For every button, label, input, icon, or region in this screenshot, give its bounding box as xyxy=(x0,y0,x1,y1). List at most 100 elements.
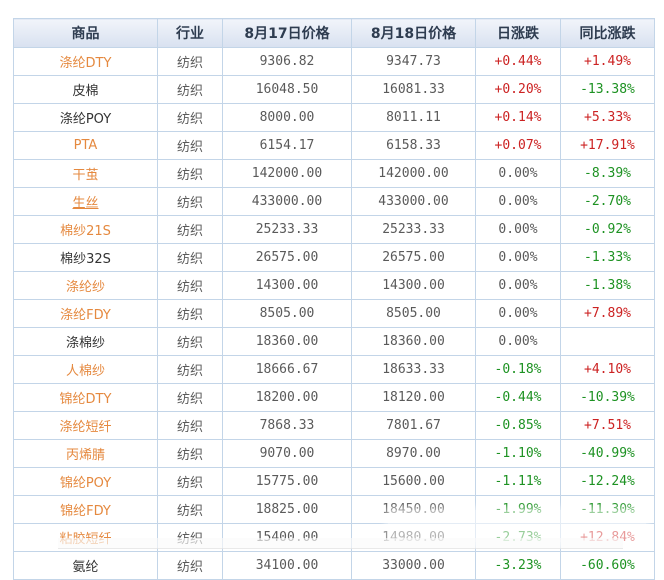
table-row: 皮棉 纺织 16048.50 16081.33 +0.20% -13.38% xyxy=(13,75,655,104)
day-change-cell: -2.73% xyxy=(475,523,561,552)
industry-cell: 纺织 xyxy=(157,411,223,440)
day-change-cell: -1.99% xyxy=(475,495,561,524)
day-change-cell: -0.85% xyxy=(475,411,561,440)
table-row: 涤纶短纤 纺织 7868.33 7801.67 -0.85% +7.51% xyxy=(13,411,655,440)
industry-cell: 纺织 xyxy=(157,75,223,104)
day-change-cell: 0.00% xyxy=(475,271,561,300)
commodity-cell: 涤纶POY xyxy=(13,103,158,132)
commodity-cell[interactable]: 涤纶短纤 xyxy=(13,411,158,440)
yoy-change-cell: -13.38% xyxy=(560,75,655,104)
commodity-cell[interactable]: 锦纶POY xyxy=(13,467,158,496)
commodity-cell[interactable]: PTA xyxy=(13,131,158,160)
column-header-price-aug18: 8月18日价格 xyxy=(351,18,476,48)
column-header-commodity: 商品 xyxy=(13,18,158,48)
price-aug18-cell: 8505.00 xyxy=(351,299,476,328)
price-aug17-cell: 18200.00 xyxy=(222,383,352,412)
day-change-cell: +0.44% xyxy=(475,47,561,76)
header-row: 商品 行业 8月17日价格 8月18日价格 日涨跌 同比涨跌 xyxy=(13,18,655,48)
table-row: 涤纶纱 纺织 14300.00 14300.00 0.00% -1.38% xyxy=(13,271,655,300)
commodity-cell[interactable]: 涤纶FDY xyxy=(13,299,158,328)
price-aug17-cell: 15775.00 xyxy=(222,467,352,496)
yoy-change-cell: +7.89% xyxy=(560,299,655,328)
yoy-change-cell: +17.91% xyxy=(560,131,655,160)
price-aug17-cell: 6154.17 xyxy=(222,131,352,160)
industry-cell: 纺织 xyxy=(157,495,223,524)
commodity-cell[interactable]: 人棉纱 xyxy=(13,355,158,384)
price-aug18-cell: 18450.00 xyxy=(351,495,476,524)
industry-cell: 纺织 xyxy=(157,439,223,468)
yoy-change-cell: -12.24% xyxy=(560,467,655,496)
price-aug18-cell: 18360.00 xyxy=(351,327,476,356)
commodity-cell[interactable]: 干茧 xyxy=(13,159,158,188)
industry-cell: 纺织 xyxy=(157,243,223,272)
price-aug17-cell: 9306.82 xyxy=(222,47,352,76)
table-row: 涤纶FDY 纺织 8505.00 8505.00 0.00% +7.89% xyxy=(13,299,655,328)
day-change-cell: 0.00% xyxy=(475,159,561,188)
industry-cell: 纺织 xyxy=(157,187,223,216)
day-change-cell: 0.00% xyxy=(475,327,561,356)
day-change-cell: -0.44% xyxy=(475,383,561,412)
commodity-cell[interactable]: 涤纶纱 xyxy=(13,271,158,300)
column-header-price-aug17: 8月17日价格 xyxy=(222,18,352,48)
yoy-change-cell: -8.39% xyxy=(560,159,655,188)
price-aug18-cell: 433000.00 xyxy=(351,187,476,216)
commodity-cell: 氨纶 xyxy=(13,551,158,580)
table-row: 锦纶DTY 纺织 18200.00 18120.00 -0.44% -10.39… xyxy=(13,383,655,412)
day-change-cell: -1.11% xyxy=(475,467,561,496)
commodity-cell[interactable]: 粘胶短纤 xyxy=(13,523,158,552)
table-row: 粘胶短纤 纺织 15400.00 14980.00 -2.73% +12.84% xyxy=(13,523,655,552)
yoy-change-cell: +5.33% xyxy=(560,103,655,132)
price-aug17-cell: 18825.00 xyxy=(222,495,352,524)
industry-cell: 纺织 xyxy=(157,131,223,160)
price-aug18-cell: 6158.33 xyxy=(351,131,476,160)
industry-cell: 纺织 xyxy=(157,215,223,244)
day-change-cell: +0.07% xyxy=(475,131,561,160)
price-aug18-cell: 33000.00 xyxy=(351,551,476,580)
day-change-cell: 0.00% xyxy=(475,299,561,328)
commodity-cell[interactable]: 生丝 xyxy=(13,187,158,216)
table-row: 锦纶POY 纺织 15775.00 15600.00 -1.11% -12.24… xyxy=(13,467,655,496)
commodity-cell[interactable]: 涤纶DTY xyxy=(13,47,158,76)
industry-cell: 纺织 xyxy=(157,103,223,132)
industry-cell: 纺织 xyxy=(157,159,223,188)
yoy-change-cell: +1.49% xyxy=(560,47,655,76)
table-row: 棉纱21S 纺织 25233.33 25233.33 0.00% -0.92% xyxy=(13,215,655,244)
price-aug17-cell: 26575.00 xyxy=(222,243,352,272)
price-aug18-cell: 14300.00 xyxy=(351,271,476,300)
table-row: 丙烯腈 纺织 9070.00 8970.00 -1.10% -40.99% xyxy=(13,439,655,468)
table-row: 锦纶FDY 纺织 18825.00 18450.00 -1.99% -11.30… xyxy=(13,495,655,524)
industry-cell: 纺织 xyxy=(157,467,223,496)
industry-cell: 纺织 xyxy=(157,271,223,300)
commodity-price-table: 商品 行业 8月17日价格 8月18日价格 日涨跌 同比涨跌 涤纶DTY 纺织 … xyxy=(13,18,655,580)
day-change-cell: -3.23% xyxy=(475,551,561,580)
table-row: 生丝 纺织 433000.00 433000.00 0.00% -2.70% xyxy=(13,187,655,216)
yoy-change-cell: +4.10% xyxy=(560,355,655,384)
commodity-cell: 涤棉纱 xyxy=(13,327,158,356)
table-row: 氨纶 纺织 34100.00 33000.00 -3.23% -60.60% xyxy=(13,551,655,580)
industry-cell: 纺织 xyxy=(157,327,223,356)
day-change-cell: 0.00% xyxy=(475,243,561,272)
yoy-change-cell: -60.60% xyxy=(560,551,655,580)
price-aug17-cell: 15400.00 xyxy=(222,523,352,552)
column-header-industry: 行业 xyxy=(157,18,223,48)
table-row: PTA 纺织 6154.17 6158.33 +0.07% +17.91% xyxy=(13,131,655,160)
commodity-cell[interactable]: 锦纶DTY xyxy=(13,383,158,412)
commodity-cell[interactable]: 锦纶FDY xyxy=(13,495,158,524)
yoy-change-cell: -1.38% xyxy=(560,271,655,300)
price-aug18-cell: 25233.33 xyxy=(351,215,476,244)
price-aug17-cell: 16048.50 xyxy=(222,75,352,104)
yoy-change-cell: -0.92% xyxy=(560,215,655,244)
commodity-cell[interactable]: 棉纱21S xyxy=(13,215,158,244)
industry-cell: 纺织 xyxy=(157,299,223,328)
table-row: 涤纶DTY 纺织 9306.82 9347.73 +0.44% +1.49% xyxy=(13,47,655,76)
table-row: 干茧 纺织 142000.00 142000.00 0.00% -8.39% xyxy=(13,159,655,188)
commodity-cell[interactable]: 丙烯腈 xyxy=(13,439,158,468)
yoy-change-cell: -40.99% xyxy=(560,439,655,468)
price-aug17-cell: 14300.00 xyxy=(222,271,352,300)
commodity-cell: 皮棉 xyxy=(13,75,158,104)
yoy-change-cell: -11.30% xyxy=(560,495,655,524)
industry-cell: 纺织 xyxy=(157,551,223,580)
price-aug18-cell: 8970.00 xyxy=(351,439,476,468)
price-aug17-cell: 142000.00 xyxy=(222,159,352,188)
yoy-change-cell: -1.33% xyxy=(560,243,655,272)
